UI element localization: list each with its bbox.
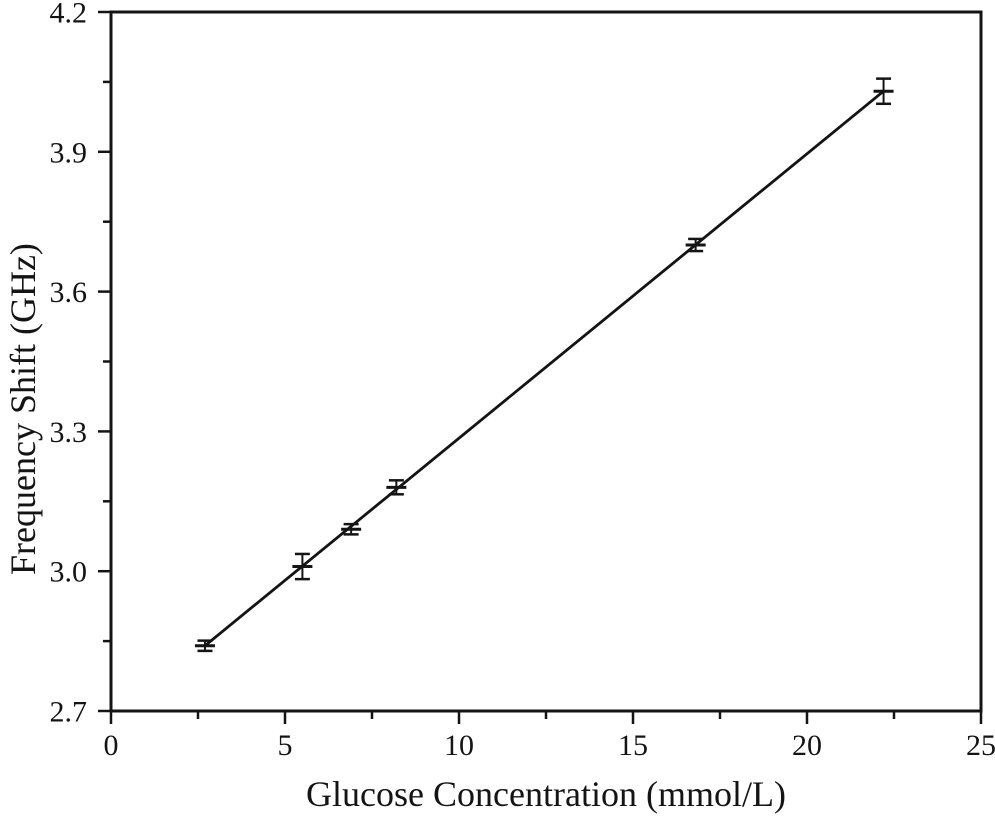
x-tick-label: 5 (278, 729, 293, 762)
x-tick-label: 0 (104, 729, 119, 762)
fit-line (204, 90, 885, 647)
y-tick-label: 3.0 (50, 556, 88, 589)
y-axis-title: Frequency Shift (GHz) (3, 243, 43, 575)
y-tick-label: 4.2 (50, 0, 88, 30)
x-tick-label: 10 (444, 729, 474, 762)
y-tick-label: 2.7 (50, 696, 88, 729)
x-tick-label: 15 (618, 729, 648, 762)
y-tick-label: 3.6 (50, 276, 88, 309)
x-tick-label: 20 (792, 729, 822, 762)
x-tick-label: 25 (966, 729, 995, 762)
y-tick-label: 3.9 (50, 136, 88, 169)
y-tick-label: 3.3 (50, 416, 88, 449)
x-axis-title: Glucose Concentration (mmol/L) (306, 774, 786, 814)
